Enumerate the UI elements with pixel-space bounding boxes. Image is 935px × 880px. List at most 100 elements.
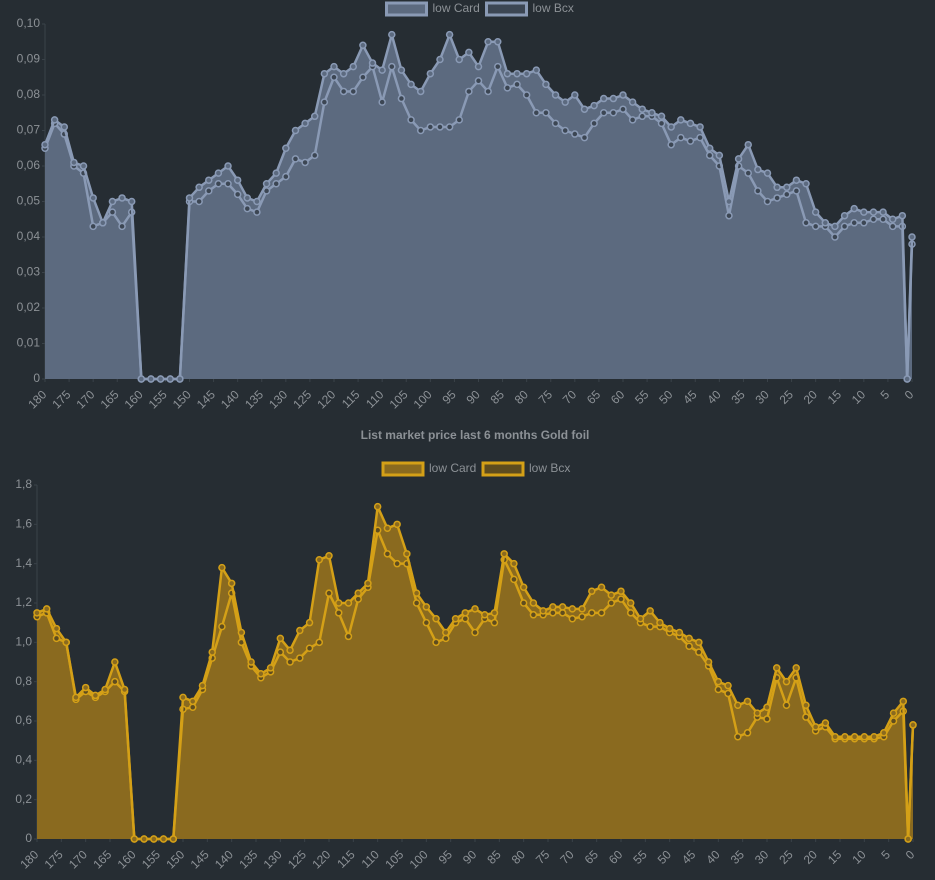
y-tick-label: 0,4 <box>15 753 32 767</box>
point <box>243 194 252 202</box>
point <box>315 555 324 564</box>
y-tick-label: 0,01 <box>17 336 41 350</box>
point <box>744 169 752 177</box>
point <box>870 732 878 741</box>
point <box>320 98 329 106</box>
point <box>198 681 207 690</box>
legend-swatch <box>385 1 428 17</box>
point <box>831 222 839 231</box>
point <box>617 595 625 603</box>
point <box>529 599 538 607</box>
point <box>599 94 608 103</box>
point <box>397 66 406 74</box>
y-tick-label: 0,2 <box>15 792 32 806</box>
x-tick-label: 35 <box>728 847 748 867</box>
point <box>227 579 236 588</box>
x-tick-label: 180 <box>17 847 41 871</box>
y-tick-label: 0,6 <box>15 713 32 727</box>
legend-item[interactable]: low Bcx <box>481 461 570 477</box>
point <box>607 599 616 607</box>
x-tick-label: 135 <box>242 387 266 411</box>
point <box>609 94 618 103</box>
point <box>480 611 489 619</box>
legend-label: low Bcx <box>533 1 574 15</box>
x-tick-label: 145 <box>188 847 212 871</box>
area <box>37 506 913 839</box>
y-tick-label: 0 <box>33 371 40 385</box>
point <box>686 137 695 145</box>
point <box>471 628 479 637</box>
point <box>253 208 261 216</box>
point <box>471 605 479 613</box>
point <box>359 41 367 50</box>
point <box>147 375 155 383</box>
point <box>140 835 148 843</box>
legend-item[interactable]: low Card <box>381 461 476 477</box>
x-tick-label: 5 <box>878 387 893 402</box>
point <box>127 197 136 206</box>
point <box>619 105 627 113</box>
x-tick-label: 45 <box>680 387 700 407</box>
point <box>551 91 560 99</box>
point <box>869 215 878 223</box>
x-tick-label: 80 <box>512 387 532 407</box>
point <box>490 618 499 627</box>
point <box>510 575 518 584</box>
point <box>461 609 470 617</box>
point <box>850 219 858 227</box>
point <box>879 208 887 216</box>
point <box>811 723 820 731</box>
point <box>503 69 512 78</box>
point <box>461 614 470 623</box>
x-tick-label: 170 <box>73 387 97 411</box>
point <box>33 609 41 617</box>
point <box>120 685 129 694</box>
legend-label: low Card <box>429 461 476 475</box>
x-tick-label: 30 <box>753 387 773 407</box>
point <box>349 87 358 96</box>
point <box>772 664 781 672</box>
x-tick-label: 30 <box>752 847 772 867</box>
point <box>714 677 723 686</box>
x-tick-label: 65 <box>584 387 604 407</box>
point <box>359 73 367 81</box>
point <box>802 180 810 188</box>
point <box>276 648 285 656</box>
point <box>513 69 521 78</box>
point <box>743 729 752 737</box>
legend-item[interactable]: low Bcx <box>485 1 574 17</box>
point <box>108 197 117 206</box>
point <box>291 155 300 163</box>
point <box>325 589 333 597</box>
point <box>513 80 521 89</box>
point <box>445 30 454 39</box>
point <box>792 176 801 184</box>
point <box>50 116 59 124</box>
point <box>599 109 608 117</box>
point <box>81 683 90 692</box>
y-tick-label: 0,07 <box>17 123 41 137</box>
x-tick-label: 110 <box>359 847 383 871</box>
point <box>782 677 791 686</box>
x-tick-label: 60 <box>608 387 628 407</box>
x-tick-label: 165 <box>90 847 114 871</box>
point <box>571 91 579 99</box>
x-tick-label: 150 <box>170 387 194 411</box>
point <box>156 375 165 383</box>
point <box>695 638 703 647</box>
x-tick-label: 70 <box>557 847 577 867</box>
x-tick-label: 20 <box>801 847 821 867</box>
point <box>753 709 762 717</box>
legend-item[interactable]: low Card <box>385 1 480 17</box>
chart-title: List market price last 6 months Gold foi… <box>361 428 590 442</box>
point <box>296 654 304 662</box>
point <box>286 658 294 666</box>
point <box>542 109 550 117</box>
point <box>118 194 126 202</box>
point <box>422 618 431 627</box>
point <box>899 697 908 706</box>
point <box>310 151 319 160</box>
point <box>802 219 810 227</box>
y-tick-label: 0,05 <box>17 194 41 208</box>
x-tick-label: 55 <box>632 387 652 407</box>
